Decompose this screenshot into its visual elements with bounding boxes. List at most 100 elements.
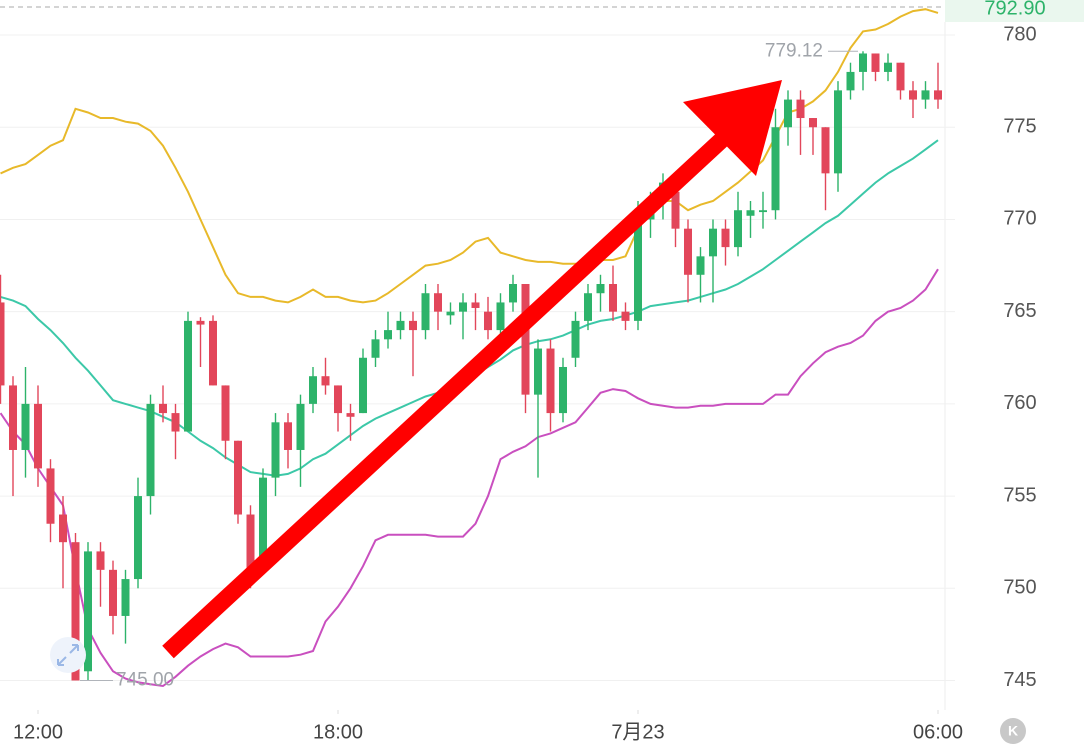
band-line [0, 8, 939, 304]
x-tick-label: 7月23 [611, 721, 664, 743]
candle-body [584, 293, 592, 321]
candle-body [834, 90, 842, 174]
candle-body [534, 348, 542, 395]
x-tick-label: 18:00 [313, 721, 363, 743]
candle-body [434, 293, 442, 312]
y-tick-label: 755 [1003, 484, 1036, 506]
x-tick-label: 12:00 [13, 721, 63, 743]
y-tick-label: 765 [1003, 300, 1036, 322]
candle-body [884, 62, 892, 72]
candle-body [521, 284, 530, 395]
arrow-shaft [162, 127, 734, 659]
trend-arrow [162, 80, 782, 659]
candle-body [421, 293, 430, 331]
candle-body [621, 311, 630, 321]
candle-body [0, 302, 5, 386]
candle-body [221, 385, 230, 441]
candle-body [459, 302, 467, 312]
y-tick-label: 745 [1003, 669, 1036, 691]
candle-body [709, 228, 717, 257]
candle-body [134, 496, 142, 580]
zoom-icon-bg[interactable] [50, 637, 86, 673]
candle-body [746, 210, 755, 216]
candle-body [284, 422, 292, 450]
band-line [0, 139, 939, 477]
y-tick-label: 750 [1003, 577, 1036, 599]
candle-body [496, 302, 505, 331]
zoom-icon[interactable] [50, 637, 86, 673]
candle-body [471, 302, 480, 308]
candle-body [771, 127, 780, 211]
candle-body [359, 357, 367, 414]
arrow-head [683, 80, 782, 176]
candle-body [196, 320, 205, 325]
candle-body [896, 62, 905, 91]
last-price-box [945, 0, 1084, 22]
candle-body [321, 376, 330, 386]
y-tick-label: 775 [1003, 116, 1036, 138]
candle-body [871, 53, 880, 72]
candle-body [396, 320, 405, 331]
candle-body [684, 228, 692, 275]
kline-toggle[interactable]: K [1000, 718, 1026, 744]
candle-body [346, 413, 355, 417]
kline-toggle-bg[interactable] [1000, 718, 1026, 744]
candle-body [371, 339, 380, 358]
candle-body [596, 284, 605, 294]
candle-body [334, 385, 342, 414]
candle-body [309, 376, 317, 404]
candle-body [46, 468, 55, 524]
candle-body [809, 118, 817, 128]
candle-body [446, 311, 455, 316]
candle-body [159, 403, 167, 414]
candle-body [909, 90, 917, 100]
band-line [0, 268, 939, 688]
candle-body [671, 191, 680, 229]
plot: 745 750 755 760 765 770 775 780 12:00 18:00 7月23 06… [0, 8, 1037, 743]
candle-body [734, 210, 742, 248]
candle-body [171, 413, 180, 432]
min-label: 745.00 [116, 670, 174, 691]
candle-body [484, 311, 492, 331]
candle-body [271, 422, 280, 478]
candle-body [246, 514, 255, 570]
candle-body [859, 53, 867, 72]
y-tick-label: 760 [1003, 392, 1036, 414]
candle-body [934, 90, 942, 100]
candle-body [759, 210, 767, 213]
candle-body [409, 320, 417, 331]
y-tick-label: 770 [1003, 208, 1036, 230]
candle-body [696, 256, 705, 275]
candle-body [184, 320, 192, 432]
candle-body [796, 99, 805, 119]
kline-toggle-label[interactable]: K [1008, 723, 1018, 739]
candle-body [34, 403, 42, 469]
candle-body [109, 569, 117, 616]
candle-body [559, 366, 567, 414]
candle-body [609, 284, 617, 312]
candle-body [121, 579, 130, 616]
candle-body [509, 284, 517, 303]
candle-body [59, 514, 67, 543]
candle-body [721, 228, 730, 248]
candle-body [9, 385, 17, 450]
zoom-icon-glyph[interactable] [57, 644, 79, 666]
candle-body [259, 477, 267, 561]
candle-body [546, 348, 555, 414]
candle-body [296, 403, 305, 450]
candle-body [634, 219, 642, 321]
y-tick-label: 780 [1003, 23, 1036, 45]
candle-body [821, 127, 830, 174]
last-price-label: 792.90 [984, 0, 1045, 19]
candle-body [146, 403, 155, 497]
candle-body [84, 551, 92, 672]
candle-body [234, 440, 242, 515]
candle-body [784, 99, 792, 128]
candle-body [571, 320, 580, 358]
candle-body [21, 403, 30, 450]
candle-body [209, 320, 217, 386]
x-tick-label: 06:00 [913, 721, 963, 743]
max-label: 779.12 [765, 40, 823, 61]
